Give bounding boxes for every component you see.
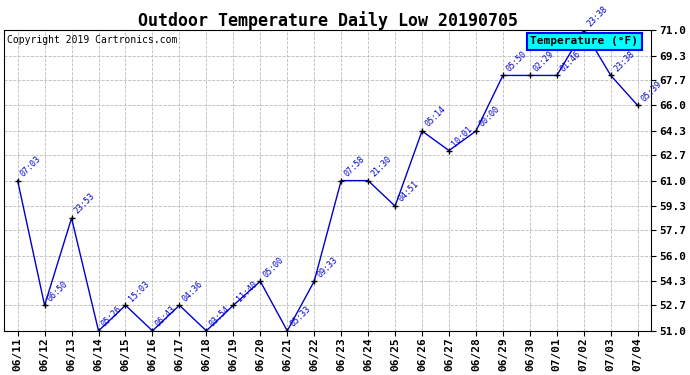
Text: 04:51: 04:51 (397, 180, 420, 204)
Text: 23:38: 23:38 (612, 49, 636, 73)
Text: 07:03: 07:03 (19, 154, 43, 178)
Text: Copyright 2019 Cartronics.com: Copyright 2019 Cartronics.com (7, 35, 177, 45)
Text: 03:54: 03:54 (208, 304, 232, 328)
Text: Temperature (°F): Temperature (°F) (530, 36, 638, 46)
Text: 01:46: 01:46 (558, 49, 582, 73)
Text: 02:29: 02:29 (531, 49, 555, 73)
Text: 05:14: 05:14 (424, 105, 447, 129)
Text: 06:43: 06:43 (154, 304, 178, 328)
Text: 05:00: 05:00 (262, 255, 286, 279)
Text: 07:58: 07:58 (342, 154, 366, 178)
Title: Outdoor Temperature Daily Low 20190705: Outdoor Temperature Daily Low 20190705 (138, 11, 518, 30)
Text: 09:33: 09:33 (315, 255, 339, 279)
Text: 05:39: 05:39 (639, 79, 663, 103)
Text: 05:26: 05:26 (100, 304, 124, 328)
Text: 10:01: 10:01 (451, 124, 475, 148)
Text: 06:50: 06:50 (46, 279, 70, 303)
Text: 11:40: 11:40 (235, 279, 259, 303)
Text: 23:53: 23:53 (73, 192, 97, 216)
Text: 23:38: 23:38 (585, 4, 609, 28)
Text: 04:36: 04:36 (181, 279, 205, 303)
Text: 00:00: 00:00 (477, 105, 502, 129)
Text: 15:03: 15:03 (127, 279, 151, 303)
Text: 21:30: 21:30 (369, 154, 393, 178)
Text: 05:50: 05:50 (504, 49, 529, 73)
Text: 05:33: 05:33 (288, 304, 313, 328)
